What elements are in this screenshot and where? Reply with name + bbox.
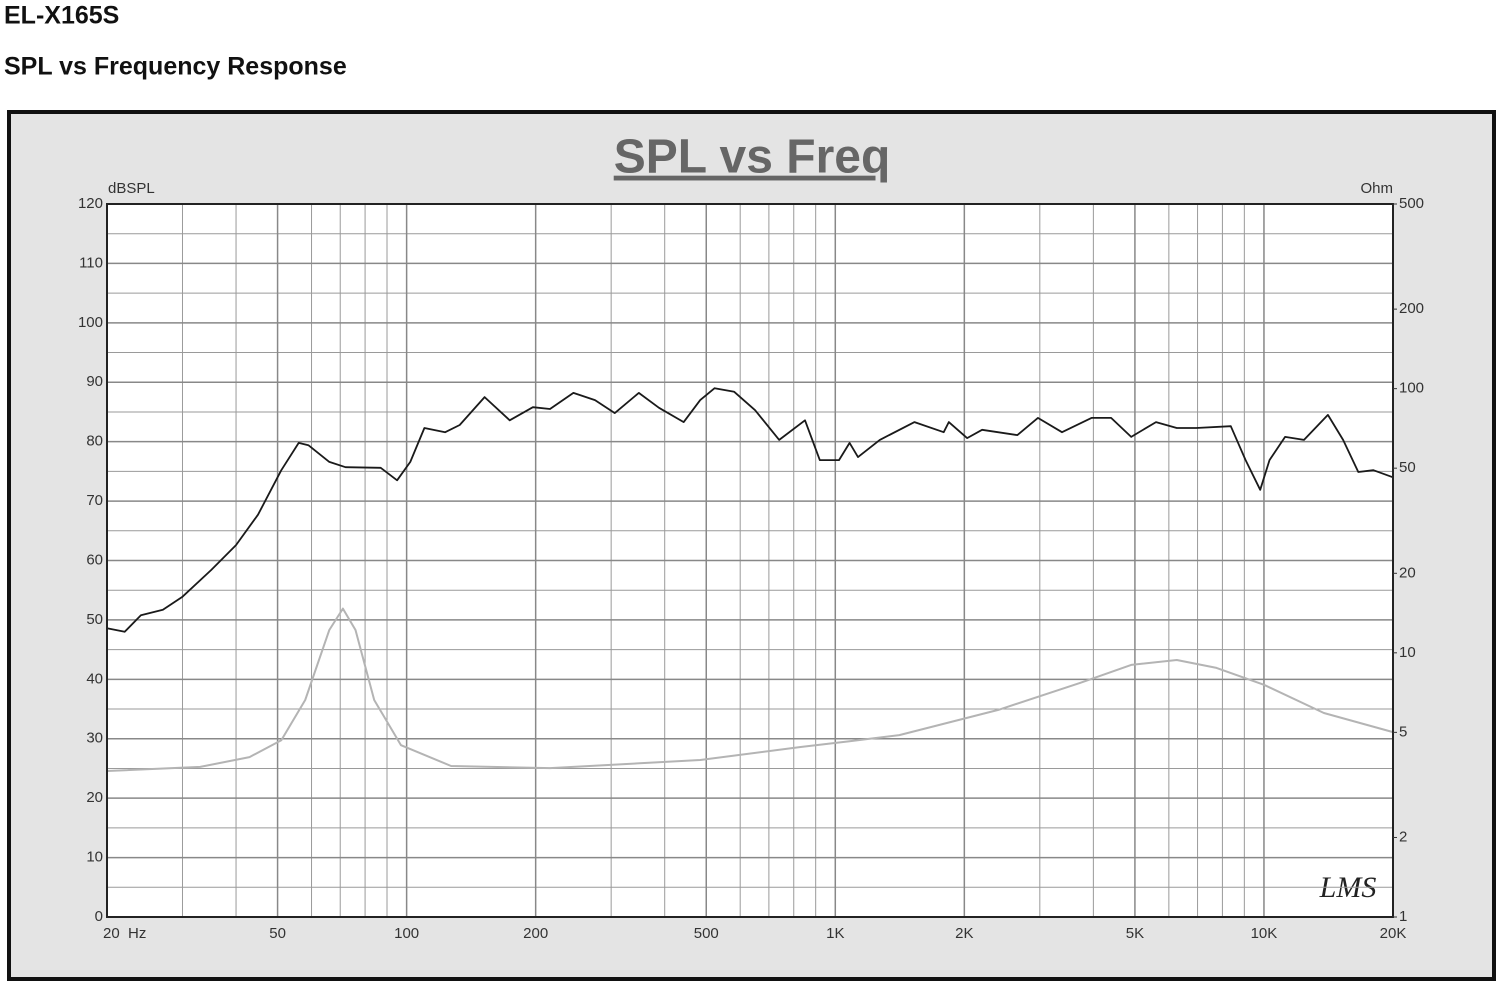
x-tick-label: 2K	[955, 925, 973, 942]
y-tick-label: 10	[86, 849, 103, 866]
y-tick-label: 50	[86, 611, 103, 628]
x-tick-label: 200	[523, 925, 548, 942]
y2-tick-label: 1	[1399, 908, 1407, 925]
x-tick-label: 20 Hz	[103, 925, 146, 942]
x-tick-label: 50	[269, 925, 286, 942]
y-tick-label: 110	[79, 254, 103, 271]
y-tick-label: 0	[95, 908, 103, 925]
y2-tick-label: 2	[1399, 828, 1407, 845]
y-tick-label: 90	[86, 373, 103, 390]
plot-border	[106, 203, 1394, 918]
y-tick-label: 40	[86, 670, 103, 687]
y-axis-label: dBSPL	[108, 180, 155, 197]
y-tick-label: 120	[78, 195, 103, 212]
y-tick-label: 70	[86, 492, 103, 509]
x-tick-label: 10K	[1251, 925, 1278, 942]
x-tick-label: 1K	[826, 925, 844, 942]
x-tick-label: 20K	[1380, 925, 1407, 942]
impedance-line	[106, 607, 1394, 772]
y2-tick-label: 10	[1399, 644, 1416, 661]
y2-tick-label: 100	[1399, 380, 1424, 397]
y-tick-label: 100	[78, 314, 103, 331]
y2-tick-label: 5	[1399, 723, 1407, 740]
y-tick-label: 60	[86, 551, 103, 568]
y2-axis-label: Ohm	[1360, 180, 1393, 197]
x-tick-label: 5K	[1126, 925, 1144, 942]
y2-tick-label: 200	[1399, 300, 1424, 317]
y2-tick-label: 500	[1399, 195, 1424, 212]
page-subtitle: SPL vs Frequency Response	[4, 53, 347, 81]
y-tick-label: 20	[86, 789, 103, 806]
x-tick-label: 500	[694, 925, 719, 942]
y-tick-label: 80	[86, 433, 103, 450]
spl-line	[106, 387, 1394, 633]
y-tick-label: 30	[86, 730, 103, 747]
chart-title: SPL vs Freq	[614, 131, 891, 184]
x-tick-label: 100	[394, 925, 419, 942]
page-title: EL-X165S	[4, 2, 119, 30]
y2-tick-label: 50	[1399, 459, 1416, 476]
y2-tick-label: 20	[1399, 564, 1416, 581]
